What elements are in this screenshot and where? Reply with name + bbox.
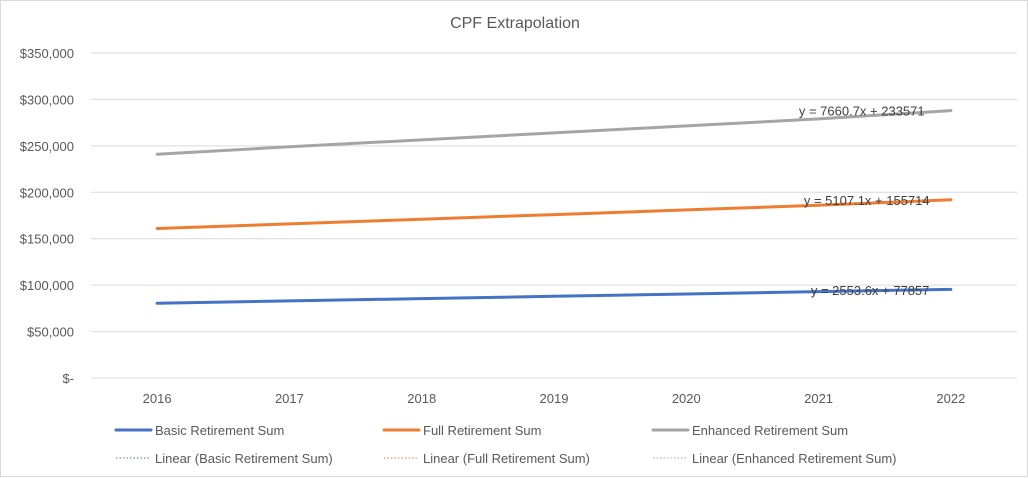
data-point-enhanced-retirement-sum [288, 145, 291, 148]
series-lines [155, 109, 953, 305]
y-axis-ticks: $- $50,000 $100,000 $150,000 $200,000 $250,00… [20, 46, 74, 386]
data-point-basic-retirement-sum [553, 295, 556, 298]
legend-item-linear-enhanced-retirement-sum: Linear (Enhanced Retirement Sum) [653, 451, 897, 466]
data-point-enhanced-retirement-sum [685, 124, 688, 127]
legend-item-linear-full-retirement-sum: Linear (Full Retirement Sum) [384, 451, 590, 466]
trendline-equations: y = 2553.6x + 77857 y = 5107.1x + 155714 y… [799, 103, 930, 298]
legend-item-full-retirement-sum: Full Retirement Sum [382, 423, 541, 438]
trendline-equation: y = 2553.6x + 77857 [811, 283, 930, 298]
y-tick-label: $- [62, 371, 74, 386]
data-point-enhanced-retirement-sum [156, 153, 159, 156]
y-tick-label: $200,000 [20, 185, 74, 200]
x-tick-label: 2017 [275, 391, 304, 406]
data-point-enhanced-retirement-sum [949, 109, 952, 112]
data-point-full-retirement-sum [685, 208, 688, 211]
data-point-basic-retirement-sum [288, 299, 291, 302]
data-point-full-retirement-sum [420, 218, 423, 221]
legend-item-basic-retirement-sum: Basic Retirement Sum [114, 423, 284, 438]
x-tick-label: 2018 [407, 391, 436, 406]
legend-label: Full Retirement Sum [423, 423, 541, 438]
data-point-basic-retirement-sum [156, 302, 159, 305]
y-tick-label: $100,000 [20, 278, 74, 293]
x-tick-label: 2022 [936, 391, 965, 406]
data-point-enhanced-retirement-sum [420, 138, 423, 141]
legend-item-linear-basic-retirement-sum: Linear (Basic Retirement Sum) [116, 451, 333, 466]
data-point-basic-retirement-sum [420, 297, 423, 300]
legend-item-enhanced-retirement-sum: Enhanced Retirement Sum [651, 423, 848, 438]
x-tick-label: 2016 [143, 391, 172, 406]
data-point-basic-retirement-sum [949, 288, 952, 291]
x-tick-label: 2021 [804, 391, 833, 406]
legend-label: Basic Retirement Sum [155, 423, 284, 438]
x-tick-label: 2020 [672, 391, 701, 406]
trendline-equation: y = 5107.1x + 155714 [804, 193, 930, 208]
legend: Basic Retirement Sum Full Retirement Sum E… [114, 423, 897, 466]
y-tick-label: $150,000 [20, 232, 74, 247]
y-tick-label: $50,000 [27, 325, 74, 340]
legend-label: Linear (Basic Retirement Sum) [155, 451, 333, 466]
gridlines [91, 52, 1017, 379]
legend-label: Linear (Full Retirement Sum) [423, 451, 590, 466]
x-tick-label: 2019 [540, 391, 569, 406]
legend-label: Linear (Enhanced Retirement Sum) [692, 451, 897, 466]
y-tick-label: $300,000 [20, 92, 74, 107]
data-point-full-retirement-sum [949, 198, 952, 201]
x-axis-ticks: 2016 2017 2018 2019 2020 2021 2022 [143, 391, 966, 406]
trendline-equation: y = 7660.7x + 233571 [799, 103, 925, 118]
series-line-full-retirement-sum [155, 198, 953, 230]
chart-title: CPF Extrapolation [450, 15, 580, 32]
data-point-full-retirement-sum [288, 222, 291, 225]
data-point-basic-retirement-sum [685, 292, 688, 295]
data-point-enhanced-retirement-sum [553, 131, 556, 134]
series-line-basic-retirement-sum [155, 287, 953, 305]
data-point-full-retirement-sum [156, 227, 159, 230]
legend-label: Enhanced Retirement Sum [692, 423, 848, 438]
data-point-full-retirement-sum [553, 213, 556, 216]
y-tick-label: $250,000 [20, 139, 74, 154]
series-line-enhanced-retirement-sum [155, 109, 953, 156]
y-tick-label: $350,000 [20, 46, 74, 61]
